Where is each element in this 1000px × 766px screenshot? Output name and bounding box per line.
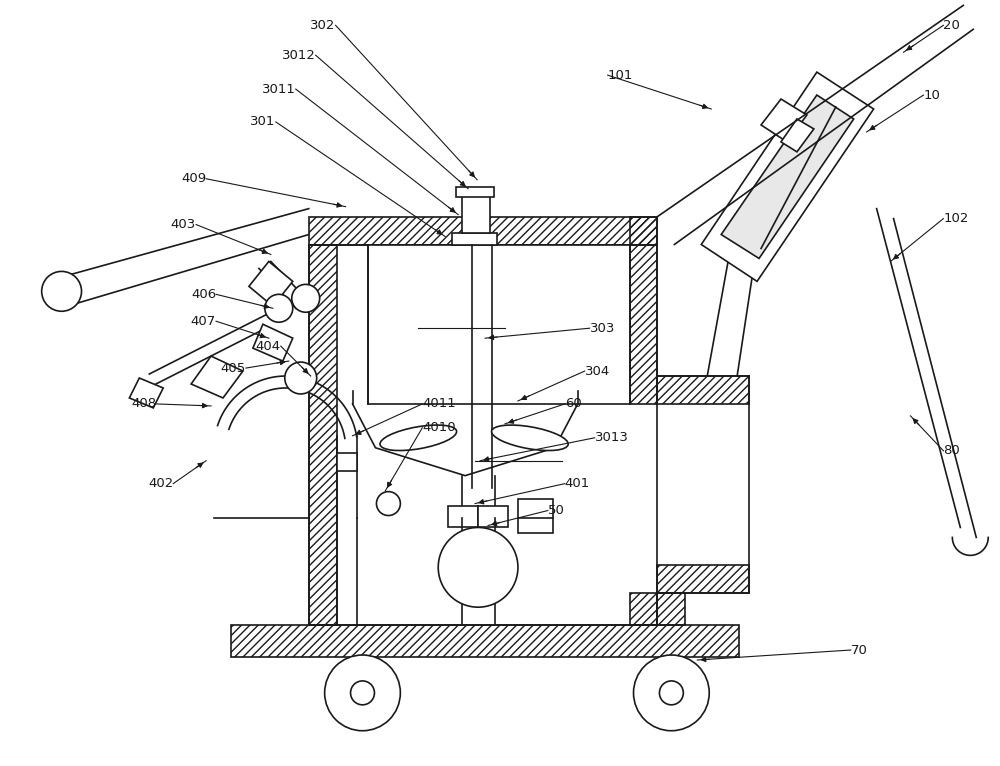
Text: 401: 401 [565,477,590,490]
Text: 70: 70 [851,643,868,656]
Text: 402: 402 [148,477,173,490]
Polygon shape [721,95,854,258]
Ellipse shape [380,425,457,450]
Text: 408: 408 [131,398,156,411]
Text: 301: 301 [250,116,276,129]
Text: 80: 80 [943,444,960,457]
Text: 303: 303 [590,322,615,335]
Text: 407: 407 [191,315,216,328]
Text: 4010: 4010 [422,421,456,434]
Text: 10: 10 [923,89,940,102]
Circle shape [325,655,400,731]
Circle shape [265,294,293,322]
Bar [231,625,739,657]
Text: 20: 20 [943,19,960,32]
Text: 302: 302 [310,19,336,32]
Circle shape [351,681,374,705]
Text: 50: 50 [548,504,565,517]
Text: 102: 102 [943,212,969,225]
Bar [309,244,337,625]
Bar [337,453,357,470]
Text: 403: 403 [171,218,196,231]
Circle shape [292,284,320,313]
Text: 4011: 4011 [422,398,456,411]
Polygon shape [761,99,807,142]
Circle shape [42,271,82,311]
Polygon shape [701,72,874,281]
Bar [657,565,749,593]
Polygon shape [253,324,293,361]
Ellipse shape [492,425,568,450]
Polygon shape [191,356,243,398]
Circle shape [285,362,317,394]
Bar [478,506,508,528]
Bar [657,376,749,404]
Text: 405: 405 [221,362,246,375]
Circle shape [376,492,400,516]
Bar [657,593,685,625]
Text: 60: 60 [565,398,582,411]
Text: 101: 101 [608,69,633,82]
Bar [456,187,494,197]
Polygon shape [781,119,814,152]
Bar [630,593,657,625]
Polygon shape [249,261,293,306]
Bar [518,499,553,533]
Text: 406: 406 [191,288,216,301]
Text: 304: 304 [585,365,610,378]
Text: 3013: 3013 [595,431,629,444]
Bar [452,233,497,244]
Text: 3012: 3012 [282,49,316,62]
Text: 409: 409 [181,172,206,185]
Bar [448,506,478,528]
Bar [630,217,657,404]
Circle shape [659,681,683,705]
Bar [309,217,657,244]
Text: 3011: 3011 [262,83,296,96]
Bar [368,244,630,404]
Circle shape [438,528,518,607]
Circle shape [634,655,709,731]
Bar [462,195,490,233]
Polygon shape [129,378,163,408]
Text: 404: 404 [256,339,281,352]
